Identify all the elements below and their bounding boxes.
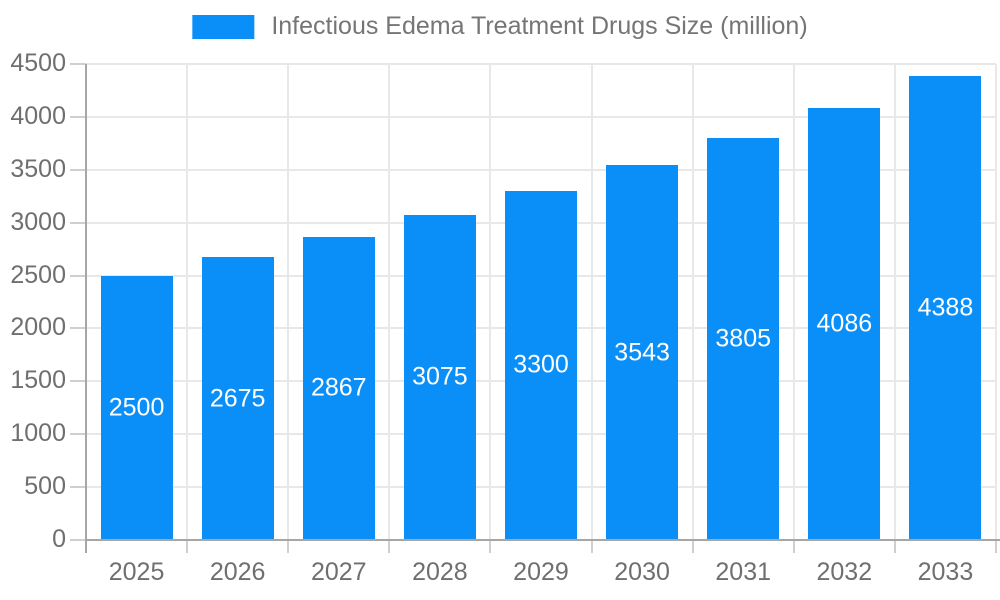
bar-value-label: 4388 (917, 293, 974, 322)
bar-value-label: 3805 (715, 324, 772, 353)
legend-label: Infectious Edema Treatment Drugs Size (m… (271, 12, 808, 40)
bar-2030[interactable]: 3543 (606, 165, 679, 540)
y-axis-label: 3500 (10, 154, 66, 183)
y-axis-tick (70, 539, 86, 541)
x-axis-label: 2028 (412, 558, 468, 586)
bar-value-label: 4086 (816, 309, 873, 338)
x-axis-tick (489, 540, 492, 553)
x-axis-label: 2029 (513, 558, 569, 586)
bar-value-label: 2500 (108, 393, 165, 422)
bar-2027[interactable]: 2867 (302, 236, 375, 540)
x-gridline (995, 64, 997, 540)
bar-value-label: 3075 (412, 362, 468, 391)
x-gridline (287, 64, 290, 540)
x-gridline (893, 64, 896, 540)
bar-2028[interactable]: 3075 (403, 214, 476, 540)
x-axis-tick (893, 540, 896, 553)
x-axis-label: 2027 (310, 558, 367, 586)
x-axis-tick (995, 540, 997, 553)
x-axis-label: 2025 (108, 558, 165, 586)
x-gridline (792, 64, 795, 540)
x-axis-tick (287, 540, 290, 553)
y-axis-tick (70, 433, 86, 436)
x-gridline (388, 64, 391, 540)
y-gridline (86, 168, 996, 171)
y-axis-tick (70, 380, 86, 383)
y-axis-label: 1000 (10, 419, 66, 448)
y-axis-tick (70, 168, 86, 171)
y-axis-label: 4500 (10, 49, 66, 77)
x-axis-line (85, 539, 1000, 541)
y-axis-tick (70, 274, 86, 277)
bar-value-label: 3543 (614, 338, 670, 367)
bar-2026[interactable]: 2675 (201, 257, 274, 540)
bar-2029[interactable]: 3300 (505, 190, 577, 540)
bar-2033[interactable]: 4388 (909, 75, 982, 540)
y-axis-tick (70, 486, 86, 489)
x-gridline (691, 64, 694, 540)
y-axis-label: 2500 (10, 260, 66, 289)
bar-2031[interactable]: 3805 (707, 137, 780, 540)
x-axis-tick (186, 540, 189, 553)
y-axis-label: 0 (52, 525, 66, 553)
x-axis-tick (388, 540, 391, 553)
y-axis-label: 4000 (10, 101, 66, 130)
x-axis-label: 2032 (816, 558, 873, 586)
x-axis-label: 2031 (715, 558, 772, 586)
y-axis-tick (70, 327, 86, 330)
y-axis-line (85, 64, 87, 553)
bar-2032[interactable]: 4086 (808, 107, 881, 540)
bar-value-label: 3300 (513, 350, 569, 379)
x-axis-label: 2026 (209, 558, 266, 586)
y-axis-label: 3000 (10, 207, 66, 236)
y-axis-label: 2000 (10, 313, 66, 342)
chart-legend[interactable]: Infectious Edema Treatment Drugs Size (m… (192, 12, 808, 40)
y-gridline (86, 63, 996, 65)
y-axis-tick (70, 115, 86, 118)
y-axis-label: 500 (24, 472, 66, 501)
x-gridline (186, 64, 189, 540)
y-axis-tick (70, 221, 86, 224)
y-gridline (86, 115, 996, 118)
bar-2025[interactable]: 2500 (100, 275, 173, 540)
legend-swatch-icon (192, 14, 255, 39)
y-axis-tick (70, 63, 86, 65)
bar-value-label: 2675 (209, 384, 266, 412)
bar-value-label: 2867 (310, 373, 367, 402)
y-axis-label: 1500 (10, 366, 66, 395)
x-axis-tick (691, 540, 694, 553)
x-axis-tick (792, 540, 795, 553)
x-axis-label: 2033 (917, 558, 974, 586)
x-gridline (590, 64, 593, 540)
x-axis-tick (590, 540, 593, 553)
x-gridline (489, 64, 492, 540)
x-axis-label: 2030 (614, 558, 670, 586)
